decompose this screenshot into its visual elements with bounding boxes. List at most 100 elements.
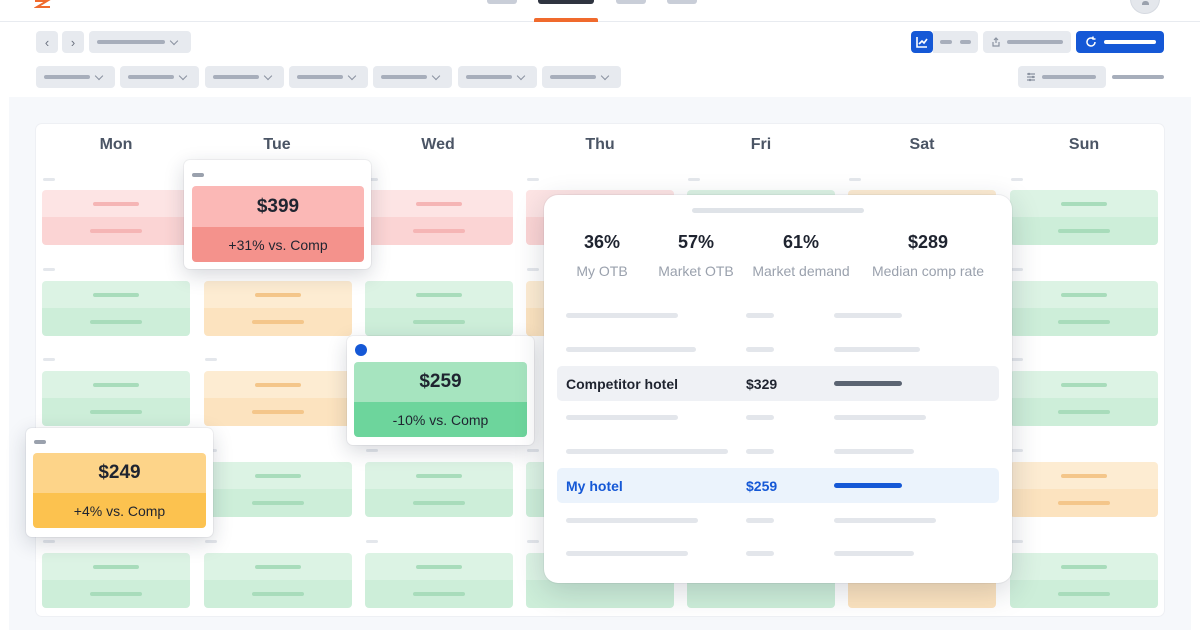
filter-select[interactable] (542, 66, 621, 88)
filter-label (550, 75, 596, 79)
filter-select[interactable] (458, 66, 537, 88)
chevron-down-icon (178, 71, 188, 80)
cell-placeholder (90, 410, 142, 414)
day-header: Tue (263, 136, 291, 153)
rate-popover-mon[interactable]: $249 +4% vs. Comp (26, 428, 213, 537)
day-cell[interactable] (204, 462, 352, 517)
cell-placeholder (252, 410, 304, 414)
date-tick (1011, 449, 1023, 452)
filter-select[interactable] (289, 66, 368, 88)
date-tick (849, 178, 861, 181)
cell-placeholder (93, 382, 139, 387)
rate-delta: +31% vs. Comp (192, 227, 364, 262)
filter-select[interactable] (120, 66, 199, 88)
prev-button[interactable]: ‹ (36, 31, 58, 53)
date-tick (1011, 178, 1023, 181)
stat-label: Median comp rate (871, 263, 985, 279)
day-cell[interactable] (365, 462, 513, 517)
refresh-icon (1086, 36, 1096, 47)
row-placeholder (834, 449, 914, 454)
cell-placeholder (1061, 382, 1107, 387)
day-cell[interactable] (1010, 553, 1158, 608)
day-cell[interactable] (1010, 190, 1158, 245)
nav-tab[interactable] (487, 0, 517, 4)
day-cell[interactable] (1010, 462, 1158, 517)
date-tick (43, 268, 55, 271)
row-placeholder (566, 518, 698, 523)
cell-placeholder (90, 592, 142, 596)
competitor-row[interactable]: Competitor hotel $329 (557, 366, 999, 401)
stat-value: 57% (677, 232, 715, 252)
settings-button[interactable] (1018, 66, 1106, 88)
row-placeholder (746, 347, 774, 352)
my-hotel-row[interactable]: My hotel $259 (557, 468, 999, 503)
sync-button[interactable] (1076, 31, 1164, 53)
export-button[interactable] (983, 31, 1071, 53)
date-range-select[interactable] (89, 31, 191, 53)
day-cell[interactable] (42, 553, 190, 608)
day-cell[interactable] (204, 553, 352, 608)
brand-logo-icon[interactable] (34, 0, 52, 9)
filter-select[interactable] (373, 66, 452, 88)
filter-label (44, 75, 90, 79)
day-cell[interactable] (42, 190, 190, 245)
filter-label (213, 75, 259, 79)
view-toggle[interactable] (933, 31, 978, 53)
stat-label: Market demand (752, 263, 850, 279)
rate-popover-tue[interactable]: $399 +31% vs. Comp (184, 160, 371, 269)
rate-popover-wed[interactable]: $259 -10% vs. Comp (347, 336, 534, 445)
next-button[interactable]: › (62, 31, 84, 53)
nav-tab-active[interactable] (538, 0, 594, 4)
row-placeholder (834, 518, 936, 523)
line-chart-icon (916, 37, 928, 48)
chart-view-button[interactable] (911, 31, 933, 53)
day-cell[interactable] (365, 553, 513, 608)
nav-tab[interactable] (616, 0, 646, 4)
nav-tab[interactable] (667, 0, 697, 4)
date-tick (366, 449, 378, 452)
rate-price: $249 (33, 453, 206, 493)
stat-label: Market OTB (658, 263, 734, 279)
day-cell[interactable] (42, 371, 190, 426)
day-cell[interactable] (1010, 371, 1158, 426)
cell-placeholder (252, 501, 304, 505)
cell-placeholder (413, 501, 465, 505)
cell-placeholder (90, 229, 142, 233)
day-header: Sat (909, 136, 935, 153)
cell-placeholder (1061, 564, 1107, 569)
day-cell[interactable] (204, 371, 352, 426)
row-placeholder (566, 347, 696, 352)
day-cell[interactable] (365, 281, 513, 336)
day-cell[interactable] (42, 281, 190, 336)
date-tick (688, 178, 700, 181)
stat-value: 61% (782, 232, 820, 252)
day-header: Thu (585, 136, 615, 153)
hotel-price: $329 (746, 376, 778, 392)
stat-label: My OTB (576, 263, 628, 279)
filter-select[interactable] (36, 66, 115, 88)
day-cell[interactable] (365, 190, 513, 245)
date-tick (527, 449, 539, 452)
row-placeholder (746, 518, 774, 523)
date-tick (1011, 540, 1023, 543)
stat-market-otb: 57% Market OTB (652, 232, 740, 279)
cell-placeholder (255, 382, 301, 387)
chevron-down-icon (169, 36, 179, 45)
cell-placeholder (255, 564, 301, 569)
cell-placeholder (90, 320, 142, 324)
active-tab-indicator (534, 18, 598, 22)
cell-placeholder (1058, 410, 1110, 414)
cell-placeholder (1061, 473, 1107, 478)
settings-label (1042, 75, 1096, 79)
filter-select[interactable] (205, 66, 284, 88)
stat-value: 36% (583, 232, 621, 252)
day-header: Fri (750, 136, 772, 153)
row-placeholder (746, 449, 774, 454)
user-avatar[interactable] (1130, 0, 1160, 14)
hotel-name: Competitor hotel (566, 376, 678, 392)
drag-handle (192, 173, 204, 177)
cell-placeholder (416, 201, 462, 206)
day-cell[interactable] (204, 281, 352, 336)
row-placeholder (566, 313, 678, 318)
day-cell[interactable] (1010, 281, 1158, 336)
